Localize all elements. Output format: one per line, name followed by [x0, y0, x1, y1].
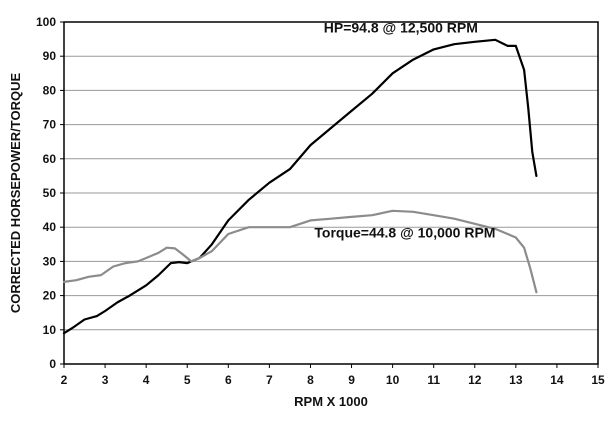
x-tick-label: 9 — [348, 373, 355, 387]
horsepower-line — [62, 38, 538, 335]
y-tick-label: 70 — [43, 118, 57, 132]
y-tick-label: 60 — [43, 152, 57, 166]
y-tick-label: 20 — [43, 289, 57, 303]
torque-peak-annotation: Torque=44.8 @ 10,000 RPM — [314, 224, 495, 240]
x-tick-label: 11 — [427, 373, 440, 387]
x-tick-label: 15 — [591, 373, 605, 387]
x-axis-title: RPM X 1000 — [294, 394, 368, 409]
x-tick-label: 3 — [102, 373, 109, 387]
y-tick-label: 30 — [43, 254, 57, 268]
x-tick-label: 8 — [307, 373, 314, 387]
x-tick-label: 12 — [468, 373, 482, 387]
x-tick-label: 5 — [184, 373, 191, 387]
x-tick-label: 4 — [143, 373, 150, 387]
y-axis-title: CORRECTED HORSEPOWER/TORQUE — [8, 73, 23, 314]
series-lines — [62, 38, 538, 335]
torque-line — [62, 209, 538, 294]
y-tick-label: 10 — [43, 323, 57, 337]
y-axis-ticks: 0 10 20 30 40 50 60 70 80 90 100 — [36, 15, 64, 371]
x-tick-label: 6 — [225, 373, 232, 387]
hp-peak-annotation: HP=94.8 @ 12,500 RPM — [324, 19, 478, 35]
x-tick-label: 13 — [509, 373, 523, 387]
x-tick-label: 2 — [61, 373, 68, 387]
x-axis-ticks: 2 3 4 5 6 7 8 9 10 11 12 13 14 15 — [61, 364, 605, 387]
x-tick-label: 10 — [386, 373, 400, 387]
y-tick-label: 90 — [43, 49, 57, 63]
y-tick-label: 80 — [43, 83, 57, 97]
y-tick-label: 50 — [43, 186, 57, 200]
x-tick-label: 7 — [266, 373, 273, 387]
y-tick-label: 0 — [49, 357, 56, 371]
y-tick-label: 40 — [43, 220, 57, 234]
y-tick-label: 100 — [36, 15, 56, 29]
annotations: HP=94.8 @ 12,500 RPM Torque=44.8 @ 10,000… — [314, 19, 495, 240]
x-tick-label: 14 — [550, 373, 564, 387]
